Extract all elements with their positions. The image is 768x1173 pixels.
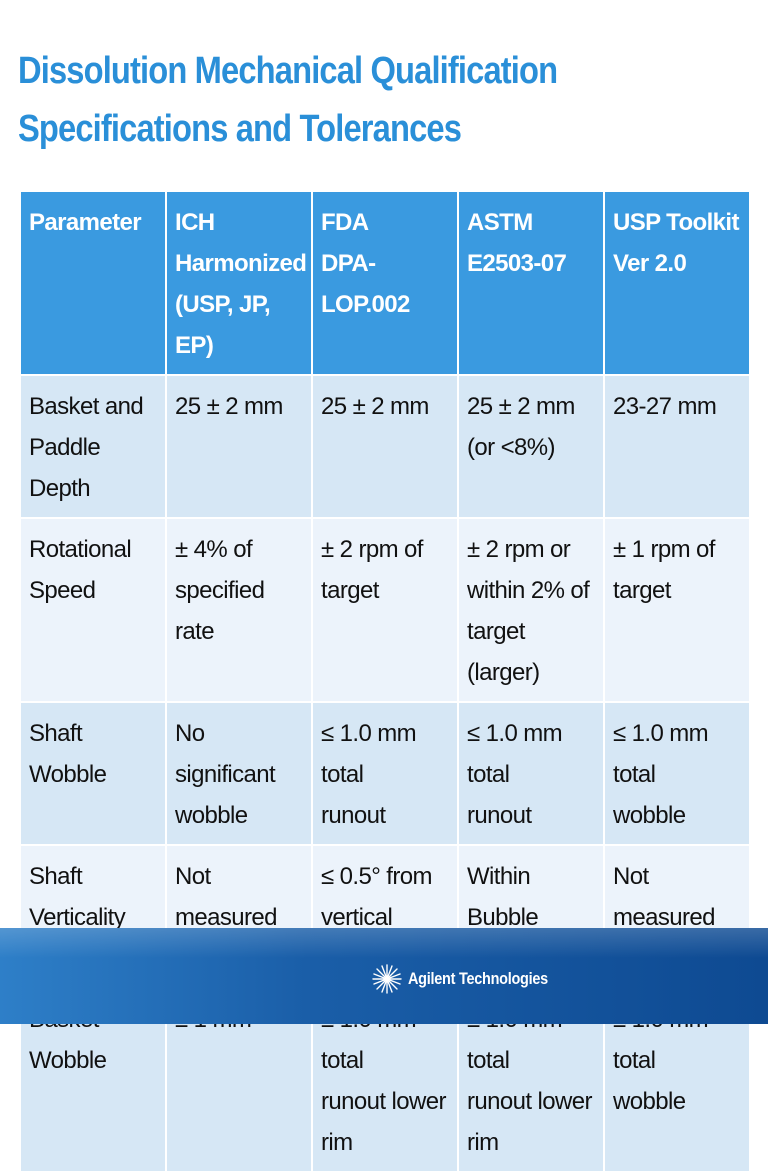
table-cell: ≤ 1.0 mm total wobble <box>603 701 751 846</box>
slide-title: Dissolution Mechanical Qualification Spe… <box>18 42 637 158</box>
table-cell: ± 2 rpm or within 2% of target (larger) <box>457 517 605 703</box>
agilent-logo: Agilent Technologies <box>372 953 573 1005</box>
header-parameter: Parameter <box>19 190 167 376</box>
table-cell: 25 ± 2 mm (or <8%) <box>457 374 605 519</box>
table-cell: ± 2 rpm of target <box>311 517 459 703</box>
table-cell: No significant wobble <box>165 701 313 846</box>
header-usp-toolkit: USP Toolkit Ver 2.0 <box>603 190 751 376</box>
table-row: Rotational Speed ± 4% of specified rate … <box>19 517 751 703</box>
footer-band <box>0 928 768 1024</box>
header-fda: FDA DPA-LOP.002 <box>311 190 459 376</box>
header-ich: ICH Harmonized (USP, JP, EP) <box>165 190 313 376</box>
header-astm: ASTM E2503-07 <box>457 190 605 376</box>
agilent-spark-icon <box>372 964 402 994</box>
table-cell: 23-27 mm <box>603 374 751 519</box>
table-cell: ± 4% of specified rate <box>165 517 313 703</box>
table-cell: 25 ± 2 mm <box>311 374 459 519</box>
specifications-table: Parameter ICH Harmonized (USP, JP, EP) F… <box>19 190 751 1173</box>
table-cell: ≤ 1.0 mm total runout <box>311 701 459 846</box>
agilent-logo-text: Agilent Technologies <box>408 969 548 988</box>
table-row: Basket and Paddle Depth 25 ± 2 mm 25 ± 2… <box>19 374 751 519</box>
table-cell: ± 1 rpm of target <box>603 517 751 703</box>
table-cell: 25 ± 2 mm <box>165 374 313 519</box>
slide-title-line-2: Specifications and Tolerances <box>18 108 462 150</box>
table-cell: Basket and Paddle Depth <box>19 374 167 519</box>
table-cell: Shaft Wobble <box>19 701 167 846</box>
slide-title-line-1: Dissolution Mechanical Qualification <box>18 50 558 92</box>
table-header-row: Parameter ICH Harmonized (USP, JP, EP) F… <box>19 190 751 376</box>
table-row: Shaft Wobble No significant wobble ≤ 1.0… <box>19 701 751 846</box>
table-cell: ≤ 1.0 mm total runout <box>457 701 605 846</box>
table-cell: Rotational Speed <box>19 517 167 703</box>
